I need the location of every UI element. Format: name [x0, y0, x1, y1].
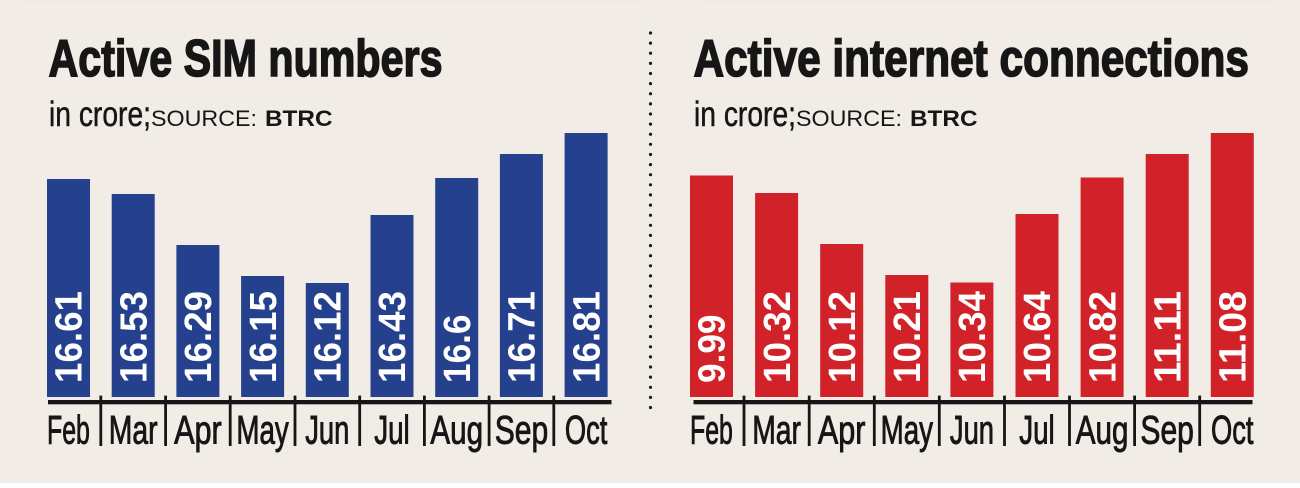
svg-text:Oct: Oct: [565, 409, 608, 453]
svg-text:in crore;: in crore;: [49, 94, 151, 134]
svg-text:10.32: 10.32: [757, 291, 799, 383]
svg-text:10.21: 10.21: [887, 291, 929, 383]
svg-text:BTRC: BTRC: [265, 106, 333, 131]
svg-text:10.12: 10.12: [822, 291, 864, 383]
svg-text:Sep: Sep: [1140, 409, 1194, 453]
svg-text:16.53: 16.53: [113, 291, 155, 383]
svg-text:Feb: Feb: [690, 409, 733, 453]
svg-text:Apr: Apr: [818, 409, 866, 453]
svg-text:16.12: 16.12: [308, 291, 350, 383]
svg-text:16.15: 16.15: [243, 291, 285, 383]
svg-text:Mar: Mar: [109, 409, 158, 453]
svg-text:Jul: Jul: [374, 409, 410, 453]
svg-text:Active SIM numbers: Active SIM numbers: [49, 30, 443, 88]
svg-text:Oct: Oct: [1211, 409, 1254, 453]
svg-text:SOURCE:: SOURCE:: [151, 106, 257, 131]
svg-text:SOURCE:: SOURCE:: [796, 106, 902, 131]
svg-text:Aug: Aug: [1076, 409, 1129, 453]
svg-text:9.99: 9.99: [692, 315, 734, 384]
svg-text:11.11: 11.11: [1147, 291, 1189, 383]
svg-text:Active internet connections: Active internet connections: [694, 30, 1250, 88]
svg-text:Jun: Jun: [950, 409, 994, 453]
svg-text:16.43: 16.43: [372, 291, 414, 383]
svg-text:16.81: 16.81: [566, 291, 608, 383]
svg-text:Aug: Aug: [430, 409, 483, 453]
svg-text:May: May: [881, 409, 933, 453]
svg-text:16.71: 16.71: [502, 291, 544, 383]
svg-text:Sep: Sep: [495, 409, 549, 453]
svg-text:16.29: 16.29: [178, 291, 220, 383]
svg-text:in crore;: in crore;: [694, 94, 796, 134]
svg-text:BTRC: BTRC: [910, 106, 978, 131]
svg-text:Mar: Mar: [752, 409, 801, 453]
svg-text:May: May: [236, 409, 288, 453]
svg-text:10.34: 10.34: [952, 291, 994, 383]
svg-text:Jul: Jul: [1019, 409, 1054, 453]
svg-text:10.82: 10.82: [1082, 291, 1124, 383]
svg-text:Apr: Apr: [174, 409, 222, 453]
svg-text:Feb: Feb: [47, 409, 90, 453]
svg-text:11.08: 11.08: [1213, 291, 1255, 383]
svg-text:16.6: 16.6: [437, 315, 479, 384]
svg-text:16.61: 16.61: [49, 291, 91, 383]
svg-text:10.64: 10.64: [1017, 291, 1059, 383]
svg-text:Jun: Jun: [305, 409, 349, 453]
